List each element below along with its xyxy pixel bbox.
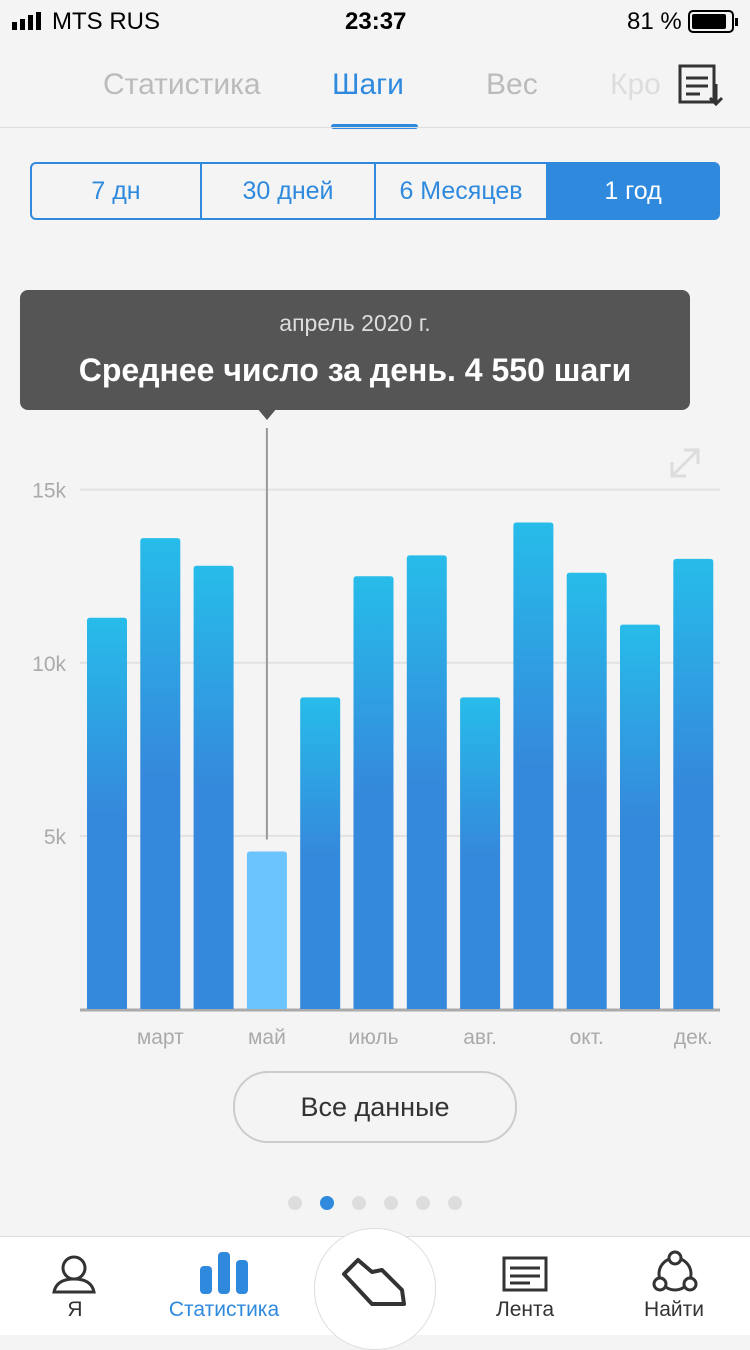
signal-icon [12,12,41,30]
bar [140,538,181,1009]
period-active[interactable]: 1 год [548,163,718,219]
start-button[interactable] [314,1228,436,1350]
bar [300,697,341,1009]
bar [246,851,287,1009]
period[interactable]: 6 Месяцев [376,163,548,219]
y-tick-label: 10k [32,653,66,676]
x-tick-label: дек. [674,1026,713,1049]
carrier: MTS RUS [52,8,160,35]
nav-label-active[interactable]: Статистика [168,1298,280,1321]
page-dot [448,1196,462,1210]
find-icon [652,1250,698,1292]
stats-icon [200,1252,248,1294]
x-tick-label: март [137,1026,184,1049]
page-dot [352,1196,366,1210]
x-tick-label: авг. [463,1026,497,1049]
page-dot [288,1196,302,1210]
tab-active[interactable]: Шаги [332,68,404,101]
tooltip-text: Среднее число за день. 4 550 шаги [78,352,632,388]
bar [620,624,660,1009]
y-tick-label: 15k [32,480,66,503]
profile-icon [52,1255,96,1294]
bar [353,576,394,1009]
shoe-icon [342,1258,406,1306]
bar [193,565,234,1009]
bar [673,558,714,1009]
bar [460,697,501,1009]
page-dot [416,1196,430,1210]
battery-icon [688,10,738,33]
bar [513,522,554,1009]
nav-label[interactable]: Я [67,1298,83,1321]
tooltip [20,290,690,410]
period[interactable]: 7 дн [32,163,202,219]
all-data-button[interactable]: Все данные [233,1071,517,1143]
x-tick-label: июль [348,1026,398,1049]
tab[interactable]: Вес [486,68,538,101]
nav-label[interactable]: Лента [495,1298,555,1321]
chart: 5k 10k 15k март май июль авг. окт. дек. [32,428,720,1049]
period[interactable]: 30 дней [202,163,376,219]
battery-level: 81 % [627,8,682,35]
x-tick-label: май [248,1026,286,1049]
divider [0,127,750,128]
clock: 23:37 [345,8,407,35]
nav-label[interactable]: Найти [644,1298,704,1321]
bar [87,617,127,1009]
page-dot [384,1196,398,1210]
bar [406,555,447,1009]
tab[interactable]: Кро [610,68,661,101]
feed-icon [502,1256,548,1292]
page-dot-active [320,1196,334,1210]
tab-indicator [331,124,418,129]
export-icon[interactable] [676,62,724,108]
tooltip-arrow [257,408,277,420]
expand-icon[interactable] [670,448,700,478]
bar [566,572,607,1009]
tooltip-date: апрель 2020 г. [279,310,431,336]
tab[interactable]: Статистика [103,68,261,101]
x-tick-label: окт. [570,1026,604,1049]
y-tick-label: 5k [44,826,67,849]
